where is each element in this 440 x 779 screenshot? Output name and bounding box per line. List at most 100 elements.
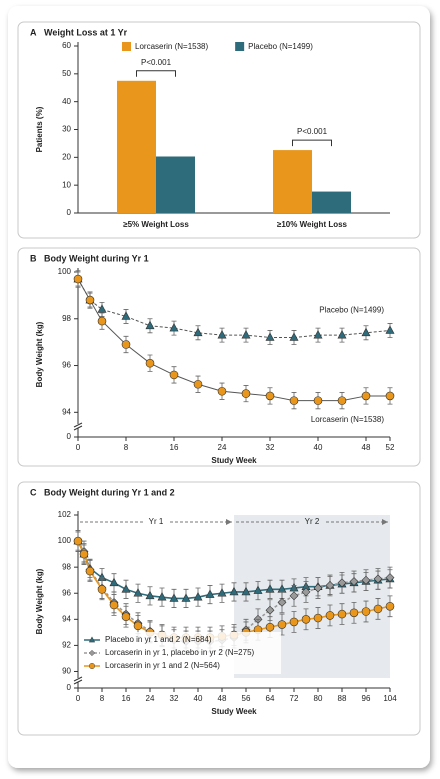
marker (169, 322, 179, 332)
marker (217, 330, 227, 339)
bar (156, 156, 195, 213)
marker (157, 592, 167, 601)
marker (361, 575, 371, 585)
marker (313, 396, 323, 405)
y-axis-label: Body Weight (kg) (35, 568, 44, 634)
marker (97, 585, 107, 594)
panel-label: C (30, 487, 37, 497)
y-tick-label: 50 (62, 69, 71, 78)
arrow-head (382, 519, 388, 525)
marker (289, 332, 299, 341)
marker (361, 607, 371, 616)
x-axis-label: Study Week (211, 707, 257, 716)
panel-box (17, 481, 421, 736)
x-tick-label: 24 (146, 694, 155, 703)
y-tick-label: 100 (58, 267, 72, 276)
marker (121, 311, 131, 320)
legend-marker (88, 649, 96, 657)
axis-break (73, 676, 83, 685)
x-tick-label: 56 (242, 694, 251, 703)
panel-box (17, 21, 421, 239)
legend-marker (88, 636, 96, 643)
y-tick-label: 92 (62, 641, 71, 650)
marker (385, 391, 395, 401)
marker (133, 621, 143, 631)
marker (385, 573, 395, 583)
y-tick-label: 96 (62, 361, 71, 370)
marker (145, 590, 155, 600)
marker (73, 274, 83, 284)
legend-marker (88, 662, 96, 670)
marker (133, 588, 143, 597)
marker (301, 587, 311, 597)
x-tick-label: 8 (124, 443, 129, 452)
x-tick-label: 8 (100, 694, 105, 703)
x-tick-label: 88 (338, 694, 347, 703)
y-tick-label: 98 (62, 314, 71, 323)
marker (205, 589, 215, 598)
marker (277, 620, 287, 629)
marker (145, 358, 155, 368)
legend-label: Lorcaserin in yr 1, placebo in yr 2 (N=2… (105, 648, 255, 657)
marker (193, 327, 203, 337)
bar (312, 191, 351, 213)
marker (337, 609, 347, 619)
marker (193, 379, 203, 389)
period-label: Yr 1 (149, 517, 164, 526)
marker (241, 330, 251, 339)
marker (73, 536, 83, 546)
x-tick-label: 0 (76, 443, 81, 452)
marker (79, 549, 89, 559)
x-tick-label: 32 (170, 694, 179, 703)
marker (109, 600, 119, 610)
panel-title: Body Weight during Yr 1 and 2 (44, 487, 175, 497)
marker (385, 601, 395, 611)
y-axis-label: Patients (%) (35, 106, 44, 152)
marker (265, 332, 275, 341)
marker (253, 585, 263, 594)
panel-title: Body Weight during Yr 1 (44, 253, 149, 263)
marker (349, 577, 359, 586)
marker (313, 330, 323, 339)
x-tick-label: 80 (314, 694, 323, 703)
marker (97, 304, 107, 313)
period-label-bg (144, 517, 168, 527)
marker (265, 391, 275, 401)
period-label: Yr 2 (305, 517, 320, 526)
marker (277, 597, 287, 607)
marker (373, 604, 383, 614)
marker (337, 578, 347, 588)
marker (169, 593, 179, 602)
arrow-head (226, 519, 232, 525)
x-tick-label: 96 (362, 694, 371, 703)
x-tick-label: 52 (386, 443, 395, 452)
legend-label: Placebo in yr 1 and 2 (N=684) (105, 635, 212, 644)
marker (325, 580, 335, 590)
legend-box (81, 632, 281, 674)
y-break-label: 0 (67, 683, 72, 692)
marker (325, 611, 335, 620)
marker (121, 612, 131, 622)
x-tick-label: 16 (170, 443, 179, 452)
marker (97, 316, 107, 326)
x-tick-label: 48 (362, 443, 371, 452)
marker (373, 574, 383, 584)
marker (289, 617, 299, 627)
marker (121, 340, 131, 349)
legend-label: Placebo (N=1499) (248, 42, 313, 51)
x-tick-label: 40 (314, 443, 323, 452)
y-tick-label: 20 (62, 152, 71, 161)
series-label: Lorcaserin (N=1538) (311, 415, 384, 424)
y-tick-label: 90 (62, 667, 71, 676)
x-tick-label: 24 (218, 443, 227, 452)
x-tick-label: 104 (383, 694, 397, 703)
marker (241, 389, 251, 398)
x-tick-label: ≥5% Weight Loss (123, 220, 189, 229)
x-axis-label: Study Week (211, 456, 257, 465)
y-break-label: 0 (67, 432, 72, 441)
y-tick-label: 100 (58, 536, 72, 545)
annotation: P<0.001 (141, 58, 172, 67)
y-tick-label: 102 (58, 510, 72, 519)
marker (313, 613, 323, 623)
